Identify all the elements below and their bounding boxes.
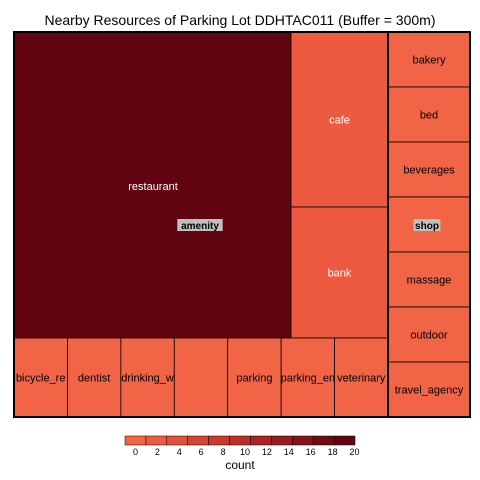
group-amenity-label-bg	[177, 219, 223, 231]
cell-outdoor-label: outdoor	[410, 330, 448, 342]
legend-swatch	[250, 435, 272, 446]
cell-massage-label: massage	[407, 275, 452, 287]
cell-bank-rect	[290, 206, 389, 339]
cell-beverages-rect	[387, 141, 471, 198]
cell-bicycle-rental-label: bicycle_re	[16, 373, 66, 385]
legend-title: count	[225, 458, 255, 472]
legend-swatch	[187, 435, 209, 446]
cell-bank-label: bank	[328, 268, 352, 280]
cell-bicycle-rental-rect	[13, 337, 68, 418]
cell-restaurant-label: restaurant	[128, 181, 178, 193]
legend-tick-label: 16	[306, 447, 316, 457]
chart-title: Nearby Resources of Parking Lot DDHTAC01…	[44, 12, 435, 28]
cell-cafe-label: cafe	[329, 115, 350, 127]
treemap-cells: restaurant cafe bank bicycle_re dentist drink…	[13, 31, 471, 418]
cell-travel-agency-label: travel_agency	[395, 385, 464, 397]
legend-swatch	[145, 435, 168, 446]
legend-swatch	[229, 435, 251, 446]
legend-tick-label: 10	[240, 447, 250, 457]
cell-beverages-label: beverages	[403, 165, 455, 177]
group-shop-border	[387, 31, 471, 418]
cell-parking-entrance-rect	[280, 337, 335, 418]
legend-swatch	[208, 435, 230, 446]
treemap-group-borders: amenity shop	[13, 31, 471, 418]
cell-blank-0-6-rect	[173, 337, 229, 418]
cell-parking-label: parking	[236, 373, 272, 385]
group-shop-label: shop	[415, 221, 439, 232]
legend-tick-label: 8	[221, 447, 226, 457]
legend-tick-label: 0	[133, 447, 138, 457]
group-amenity-label: amenity	[181, 221, 219, 232]
legend-tick-label: 14	[284, 447, 294, 457]
color-legend: 0 2 4 6 8 10 12 14 16 18 20 count	[124, 435, 360, 472]
legend-swatch	[292, 435, 314, 446]
legend-swatch	[312, 435, 335, 446]
cell-bakery-label: bakery	[412, 55, 446, 67]
legend-tick-label: 2	[155, 447, 160, 457]
cell-drinking-water-rect	[120, 337, 175, 418]
legend-swatch	[124, 435, 147, 446]
legend-tick-label: 18	[328, 447, 338, 457]
cell-bed-label: bed	[420, 110, 438, 122]
legend-swatch	[271, 435, 293, 446]
legend-tick-label: 4	[177, 447, 182, 457]
group-shop-label-bg	[413, 219, 441, 231]
cell-cafe-rect	[290, 31, 389, 208]
legend-swatch	[333, 435, 356, 446]
legend-tick-label: 6	[199, 447, 204, 457]
legend-swatch	[166, 435, 188, 446]
cell-massage-rect	[387, 251, 471, 308]
legend-tick-label: 12	[262, 447, 272, 457]
cell-drinking-water-label: drinking_w	[121, 373, 174, 385]
cell-dentist-label: dentist	[78, 373, 110, 385]
cell-restaurant-rect	[13, 31, 292, 339]
cell-dentist-rect	[67, 337, 122, 418]
legend-tick-label: 20	[349, 447, 359, 457]
cell-bakery-rect	[387, 31, 471, 88]
cell-veterinary-label: veterinary	[337, 373, 386, 385]
cell-parking-entrance-label: parking_en	[281, 373, 335, 385]
